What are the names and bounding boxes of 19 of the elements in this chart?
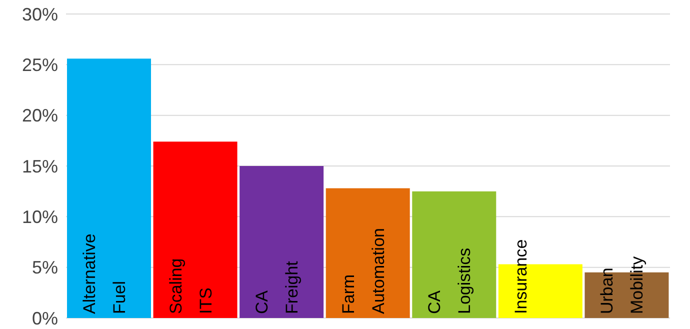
x-tick-label: CA Freight [252,260,302,314]
bar [412,191,496,318]
x-tick-label: Farm Automation [338,228,388,314]
x-tick-label: Urban Mobility [598,256,647,314]
y-tick-label: 0% [32,308,58,328]
bar [67,58,151,318]
bar [326,188,410,318]
x-tick-label: Insurance [511,239,530,314]
y-tick-label: 25% [22,55,58,76]
bar [240,166,324,318]
x-tick-label: Scaling ITS [166,258,216,314]
bar [153,142,238,318]
x-tick-label: Alternative Fuel [80,234,129,314]
x-tick-label: CA Logistics [425,248,474,314]
y-tick-label: 10% [22,207,58,228]
y-tick-label: 30% [22,4,58,24]
y-tick-label: 15% [22,156,58,176]
y-tick-label: 20% [22,106,58,126]
y-tick-label: 5% [32,258,58,278]
